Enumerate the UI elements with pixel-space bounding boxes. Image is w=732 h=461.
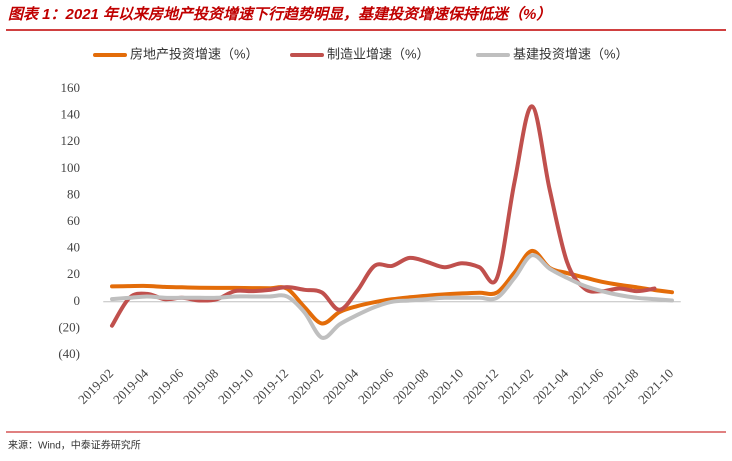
x-tick-label: 2019-10 xyxy=(215,366,256,407)
source-note: 来源：Wind，中泰证券研究所 xyxy=(8,439,141,452)
x-tick-label: 2019-12 xyxy=(250,366,291,407)
y-tick-label: 140 xyxy=(61,107,81,122)
x-tick-label: 2019-08 xyxy=(180,366,221,407)
y-tick-label: 20 xyxy=(67,266,80,281)
x-tick-label: 2021-08 xyxy=(600,366,641,407)
x-tick-label: 2019-04 xyxy=(110,365,152,407)
series-line xyxy=(110,104,657,328)
x-tick-label: 2020-12 xyxy=(460,366,501,407)
x-tick-label: 2019-02 xyxy=(75,366,116,407)
y-tick-label: 80 xyxy=(67,186,80,201)
x-tick-label: 2021-10 xyxy=(635,366,676,407)
y-tick-label: 160 xyxy=(61,80,81,95)
legend-label: 制造业增速（%） xyxy=(327,46,430,61)
legend-label: 基建投资增速（%） xyxy=(513,46,629,61)
series-line xyxy=(110,248,674,326)
series-line xyxy=(110,253,674,340)
x-tick-label: 2020-06 xyxy=(355,365,397,407)
x-tick-label: 2021-02 xyxy=(495,366,536,407)
y-tick-label: 60 xyxy=(67,213,80,228)
x-tick-label: 2020-08 xyxy=(390,366,431,407)
y-tick-label: 40 xyxy=(67,240,80,255)
x-tick-label: 2021-06 xyxy=(565,365,607,407)
x-tick-label: 2020-02 xyxy=(285,366,326,407)
x-tick-label: 2021-04 xyxy=(530,365,572,407)
y-tick-label: (20) xyxy=(58,319,80,334)
y-tick-label: 0 xyxy=(74,293,81,308)
x-tick-label: 2019-06 xyxy=(145,365,187,407)
legend-label: 房地产投资增速（%） xyxy=(130,46,259,61)
x-tick-label: 2020-10 xyxy=(425,366,466,407)
y-tick-label: (40) xyxy=(58,346,80,361)
chart-title: 图表 1：2021 年以来房地产投资增速下行趋势明显，基建投资增速保持低迷（%） xyxy=(8,5,551,23)
y-tick-label: 100 xyxy=(61,160,81,175)
y-tick-label: 120 xyxy=(61,133,81,148)
x-tick-label: 2020-04 xyxy=(320,365,362,407)
